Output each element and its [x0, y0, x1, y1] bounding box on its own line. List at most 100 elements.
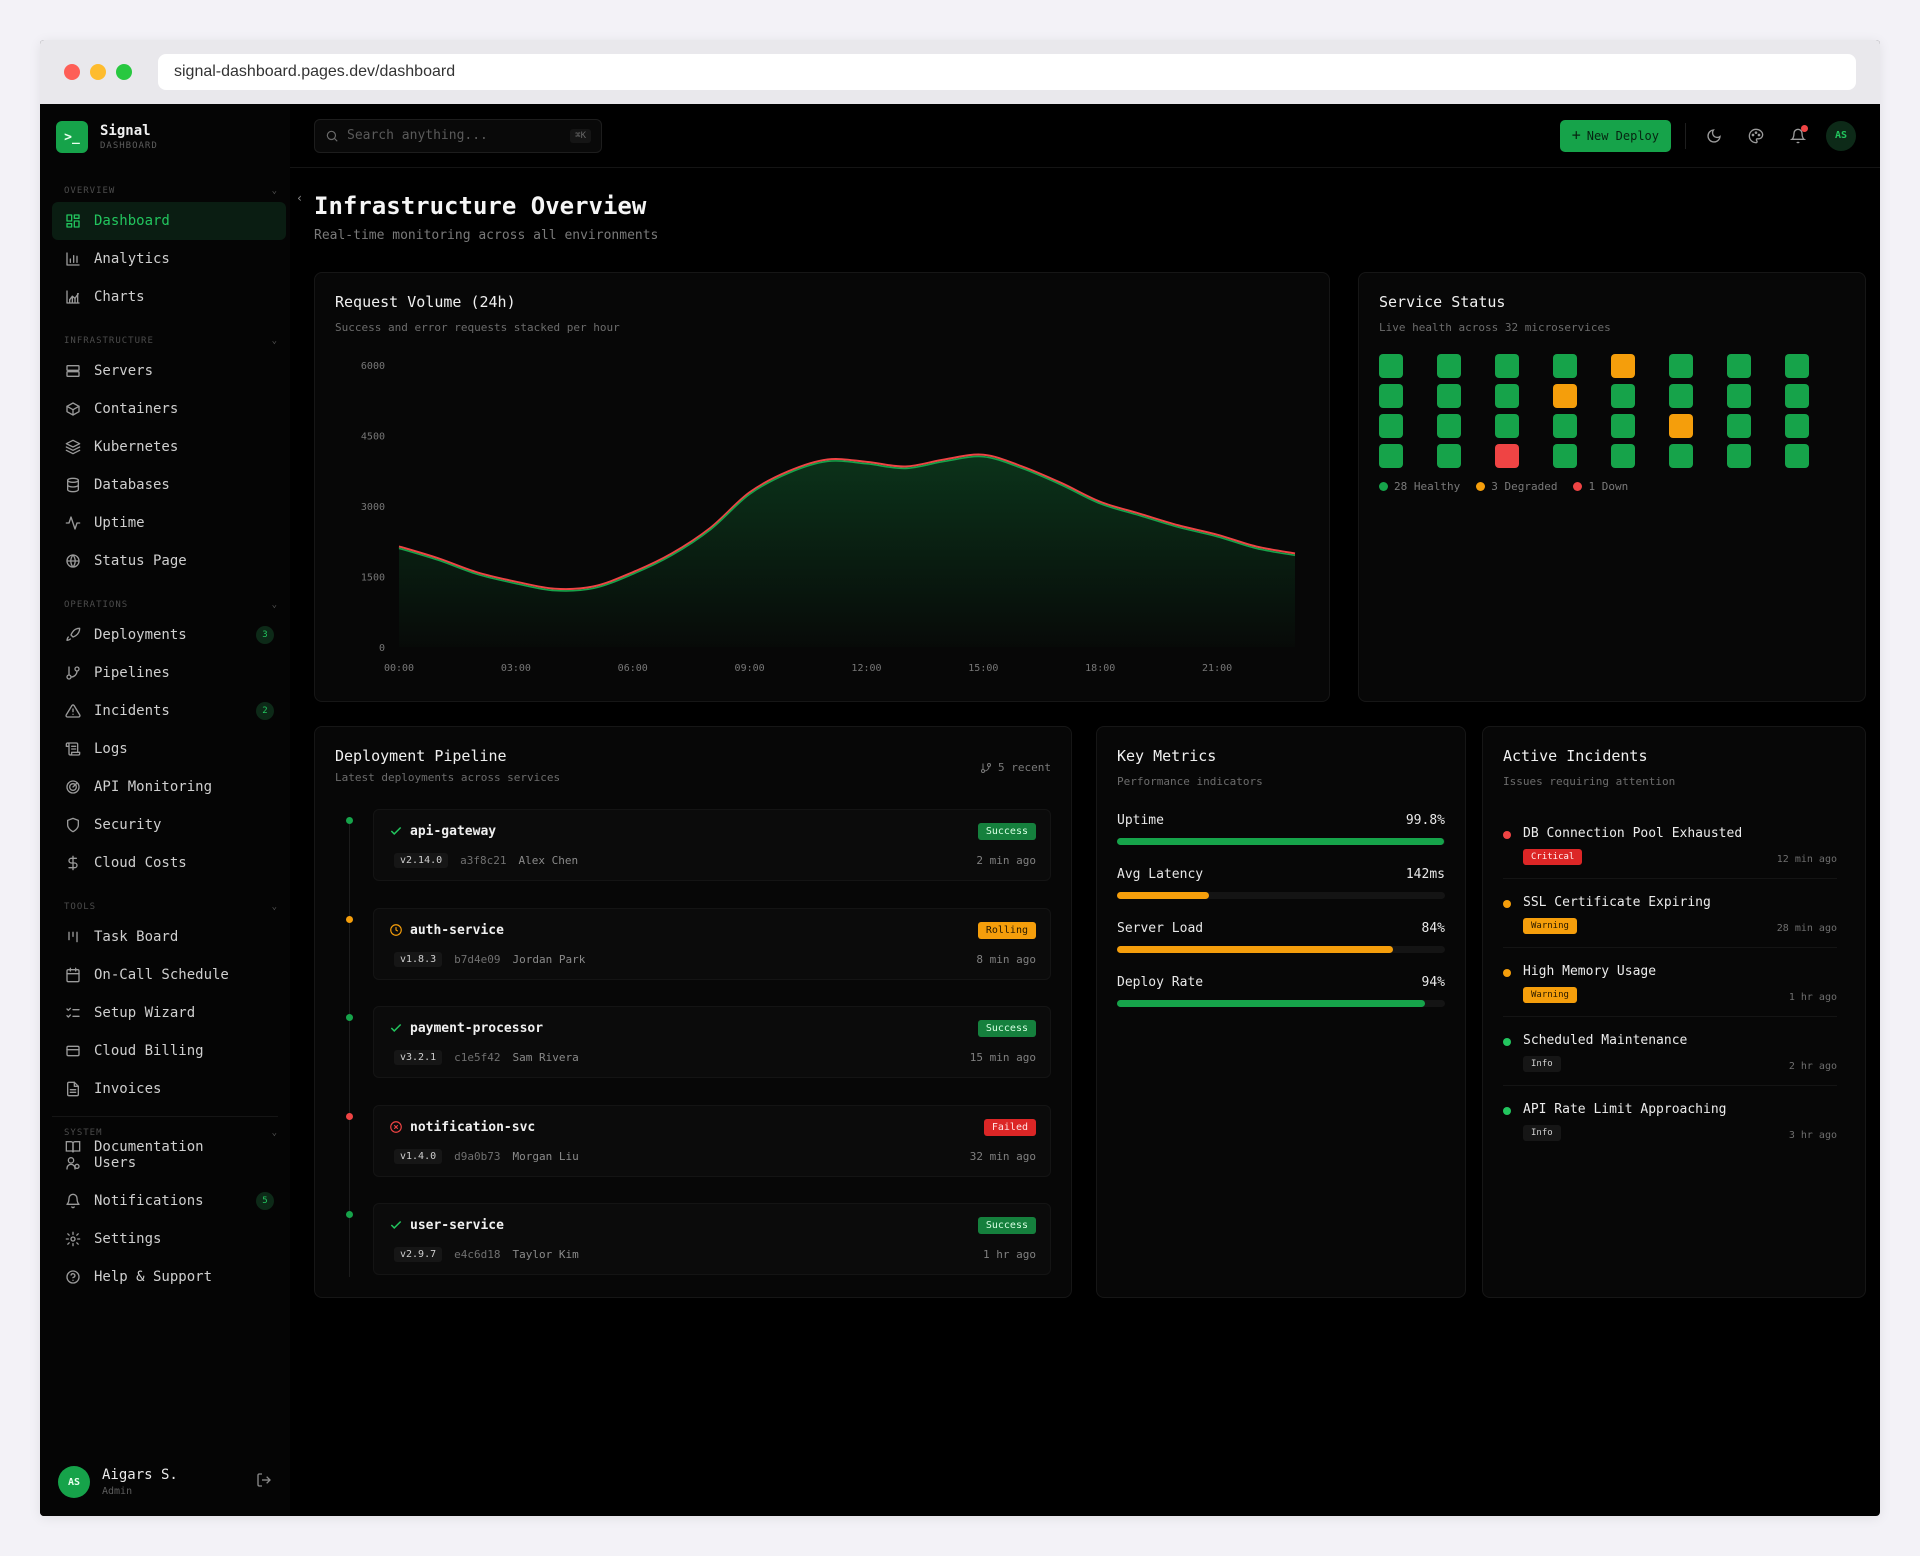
- sidebar-item-settings[interactable]: Settings: [52, 1220, 286, 1258]
- sidebar-item-servers[interactable]: Servers: [52, 352, 286, 390]
- sidebar-item-pipelines[interactable]: Pipelines: [52, 654, 286, 692]
- service-status-cell-healthy[interactable]: [1785, 354, 1809, 378]
- data-point[interactable]: [510, 578, 522, 590]
- service-status-cell-healthy[interactable]: [1669, 444, 1693, 468]
- sidebar-item-security[interactable]: Security: [52, 806, 286, 844]
- service-status-cell-healthy[interactable]: [1495, 354, 1519, 378]
- sidebar-item-invoices[interactable]: Invoices: [52, 1070, 286, 1108]
- user-profile[interactable]: AS Aigars S. Admin: [40, 1462, 290, 1502]
- service-status-cell-healthy[interactable]: [1727, 444, 1751, 468]
- service-status-cell-healthy[interactable]: [1379, 414, 1403, 438]
- service-status-cell-healthy[interactable]: [1669, 354, 1693, 378]
- sidebar-item-setup-wizard[interactable]: Setup Wizard: [52, 994, 286, 1032]
- service-status-cell-degraded[interactable]: [1611, 354, 1635, 378]
- data-point[interactable]: [471, 568, 483, 580]
- address-bar[interactable]: signal-dashboard.pages.dev/dashboard: [158, 54, 1856, 90]
- user-avatar-button[interactable]: AS: [1826, 120, 1856, 151]
- service-status-cell-healthy[interactable]: [1379, 354, 1403, 378]
- data-point[interactable]: [705, 524, 717, 536]
- data-point[interactable]: [1016, 462, 1028, 474]
- service-status-cell-healthy[interactable]: [1785, 444, 1809, 468]
- sidebar-item-documentation[interactable]: Documentation: [52, 1128, 286, 1166]
- service-status-cell-healthy[interactable]: [1437, 384, 1461, 408]
- logout-icon[interactable]: [256, 1472, 272, 1492]
- sidebar-item-on-call-schedule[interactable]: On-Call Schedule: [52, 956, 286, 994]
- service-status-cell-healthy[interactable]: [1727, 384, 1751, 408]
- service-status-cell-healthy[interactable]: [1785, 414, 1809, 438]
- service-status-cell-healthy[interactable]: [1553, 354, 1577, 378]
- incident-item[interactable]: DB Connection Pool Exhausted Critical 12…: [1503, 819, 1837, 879]
- data-point[interactable]: [1133, 509, 1145, 521]
- sidebar-item-api-monitoring[interactable]: API Monitoring: [52, 768, 286, 806]
- service-status-cell-healthy[interactable]: [1437, 414, 1461, 438]
- sidebar-item-logs[interactable]: Logs: [52, 730, 286, 768]
- incident-item[interactable]: Scheduled Maintenance Info 2 hr ago: [1503, 1026, 1837, 1086]
- service-status-cell-healthy[interactable]: [1495, 414, 1519, 438]
- close-window-button[interactable]: [64, 64, 80, 80]
- service-status-cell-healthy[interactable]: [1553, 414, 1577, 438]
- data-point[interactable]: [822, 455, 834, 467]
- data-point[interactable]: [783, 467, 795, 479]
- service-status-cell-healthy[interactable]: [1611, 414, 1635, 438]
- data-point[interactable]: [1172, 521, 1184, 533]
- incident-item[interactable]: API Rate Limit Approaching Info 3 hr ago: [1503, 1095, 1837, 1155]
- notifications-bell-icon[interactable]: [1784, 122, 1812, 150]
- data-point[interactable]: [393, 542, 405, 554]
- service-status-cell-healthy[interactable]: [1495, 384, 1519, 408]
- service-status-cell-down[interactable]: [1495, 444, 1519, 468]
- data-point[interactable]: [860, 458, 872, 470]
- deployment-item[interactable]: auth-service Rolling v1.8.3 b7d4e09 Jord…: [373, 907, 1051, 980]
- sidebar-item-dashboard[interactable]: Dashboard: [52, 202, 286, 240]
- sidebar-item-containers[interactable]: Containers: [52, 390, 286, 428]
- data-point[interactable]: [977, 451, 989, 463]
- brand[interactable]: >_ Signal DASHBOARD: [40, 104, 290, 170]
- service-status-cell-healthy[interactable]: [1727, 414, 1751, 438]
- service-status-cell-healthy[interactable]: [1611, 384, 1635, 408]
- data-point[interactable]: [1250, 542, 1262, 554]
- sidebar-item-incidents[interactable]: Incidents 2: [52, 692, 286, 730]
- data-point[interactable]: [1211, 531, 1223, 543]
- data-point[interactable]: [1055, 479, 1067, 491]
- service-status-cell-degraded[interactable]: [1669, 414, 1693, 438]
- sidebar-item-notifications[interactable]: Notifications 5: [52, 1182, 286, 1220]
- sidebar-item-uptime[interactable]: Uptime: [52, 504, 286, 542]
- sidebar-item-users[interactable]: Users: [52, 1144, 286, 1182]
- data-point[interactable]: [1094, 498, 1106, 510]
- incident-item[interactable]: High Memory Usage Warning 1 hr ago: [1503, 957, 1837, 1017]
- service-status-cell-degraded[interactable]: [1553, 384, 1577, 408]
- nav-section-header[interactable]: OPERATIONS ⌄: [40, 594, 290, 616]
- incident-item[interactable]: SSL Certificate Expiring Warning 28 min …: [1503, 888, 1837, 948]
- theme-toggle-moon-icon[interactable]: [1700, 122, 1728, 150]
- palette-icon[interactable]: [1742, 122, 1770, 150]
- new-deploy-button[interactable]: + New Deploy: [1559, 119, 1671, 152]
- data-point[interactable]: [938, 455, 950, 467]
- service-status-cell-healthy[interactable]: [1669, 384, 1693, 408]
- sidebar-item-databases[interactable]: Databases: [52, 466, 286, 504]
- nav-section-header[interactable]: INFRASTRUCTURE ⌄: [40, 330, 290, 352]
- sidebar-item-analytics[interactable]: Analytics: [52, 240, 286, 278]
- service-status-cell-healthy[interactable]: [1727, 354, 1751, 378]
- service-status-cell-healthy[interactable]: [1379, 384, 1403, 408]
- service-status-cell-healthy[interactable]: [1611, 444, 1635, 468]
- deployment-item[interactable]: api-gateway Success v2.14.0 a3f8c21 Alex…: [373, 809, 1051, 881]
- nav-section-header[interactable]: OVERVIEW ⌄: [40, 180, 290, 202]
- sidebar-item-cloud-costs[interactable]: Cloud Costs: [52, 844, 286, 882]
- sidebar-item-kubernetes[interactable]: Kubernetes: [52, 428, 286, 466]
- data-point[interactable]: [432, 554, 444, 566]
- sidebar-item-charts[interactable]: Charts: [52, 278, 286, 316]
- data-point[interactable]: [666, 549, 678, 561]
- nav-section-header[interactable]: TOOLS ⌄: [40, 896, 290, 918]
- data-point[interactable]: [627, 568, 639, 580]
- search-input[interactable]: Search anything... ⌘K: [314, 118, 602, 153]
- sidebar-item-deployments[interactable]: Deployments 3: [52, 616, 286, 654]
- sidebar-item-cloud-billing[interactable]: Cloud Billing: [52, 1032, 286, 1070]
- sidebar-item-help-support[interactable]: Help & Support: [52, 1258, 286, 1296]
- sidebar-item-status-page[interactable]: Status Page: [52, 542, 286, 580]
- service-status-cell-healthy[interactable]: [1553, 444, 1577, 468]
- service-status-cell-healthy[interactable]: [1379, 444, 1403, 468]
- data-point[interactable]: [1289, 549, 1301, 561]
- service-status-cell-healthy[interactable]: [1437, 354, 1461, 378]
- sidebar-item-task-board[interactable]: Task Board: [52, 918, 286, 956]
- maximize-window-button[interactable]: [116, 64, 132, 80]
- data-point[interactable]: [899, 462, 911, 474]
